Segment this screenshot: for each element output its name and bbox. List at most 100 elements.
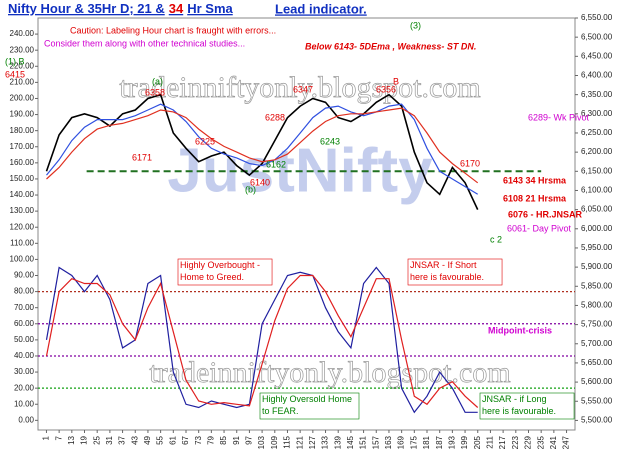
x-tick-label: 151 [359,435,368,449]
annotation: 6162 [266,159,286,169]
y-tick-label: 110.00 [10,238,34,247]
annotation: 6225 [195,136,215,146]
y2-tick-label: 5,850.00 [581,281,613,290]
annotation: (b) [245,184,256,194]
y-tick-label: 60.00 [14,319,35,328]
y-tick-label: 180.00 [10,126,35,135]
x-tick-label: 25 [92,435,101,444]
annotation: 6415 [5,69,25,79]
y2-tick-label: 5,700.00 [581,339,613,348]
y-tick-label: 100.00 [10,255,35,264]
y2-tick-label: 6,200.00 [581,147,613,156]
x-tick-label: 67 [181,435,190,444]
title-part: Hr Sma [187,1,233,16]
x-tick-label: 223 [511,435,520,449]
x-tick-label: 229 [524,435,533,449]
annotation: 6171 [132,152,152,162]
y-tick-label: 70.00 [14,303,35,312]
annotation-line: Home to Greed. [180,272,244,282]
annotation-line: to FEAR. [262,406,299,416]
annotation: B [393,76,399,86]
y-tick-label: 170.00 [10,142,35,151]
y2-tick-label: 6,500.00 [581,32,613,41]
y2-tick-label: 6,100.00 [581,186,613,195]
annotation: 6108 21 Hrsma [503,193,567,203]
y-tick-label: 40.00 [14,351,35,360]
annotation: Caution: Labeling Hour chart is fraught … [70,25,276,35]
y-tick-label: 140.00 [10,190,35,199]
y-tick-label: 210.00 [10,77,35,86]
x-tick-label: 103 [257,435,266,449]
y-tick-label: 0.00 [18,415,34,424]
x-tick-label: 61 [168,435,177,444]
annotation-line: JNSAR - if Long [482,394,547,404]
x-tick-label: 199 [460,435,469,449]
y-tick-label: 10.00 [14,399,35,408]
x-tick-label: 73 [194,435,203,444]
x-tick-label: 133 [321,435,330,449]
annotation: 6288 [265,112,285,122]
x-tick-label: 43 [130,435,139,444]
y2-tick-label: 5,550.00 [581,396,613,405]
series-line [46,103,479,195]
x-tick-label: 91 [232,435,241,444]
annotation-box [259,392,360,420]
x-tick-label: 139 [333,435,342,449]
annotation: 6356 [376,84,396,94]
x-tick-label: 115 [283,435,292,448]
annotation-line: JNSAR - If Short [410,260,477,270]
x-tick-label: 235 [536,435,545,449]
x-tick-label: 1 [42,435,51,440]
title-part: Nifty Hour & 35Hr D; 21 & [8,1,165,16]
y2-tick-label: 5,950.00 [581,243,613,252]
x-tick-label: 121 [295,435,304,449]
y-tick-label: 120.00 [10,222,35,231]
x-tick-label: 31 [105,435,114,444]
y-tick-label: 200.00 [10,94,35,103]
annotation: Highly Overbought - Home to Greed. [180,260,260,282]
annotation-line: here is favourable. [410,272,484,282]
x-tick-label: 127 [308,435,317,449]
annotation: (3) [410,20,421,30]
x-tick-label: 49 [143,435,152,444]
y-tick-label: 220.00 [10,61,35,70]
y2-tick-label: 6,150.00 [581,166,613,175]
x-tick-label: 247 [562,435,571,449]
annotation: 6076 - HR.JNSAR [508,209,583,219]
y2-tick-label: 6,000.00 [581,224,613,233]
chart-subtitle: Lead indicator. [275,1,367,16]
y2-tick-label: 5,600.00 [581,377,613,386]
series-line [45,266,478,414]
x-tick-label: 217 [498,435,507,449]
y2-tick-label: 6,400.00 [581,71,613,80]
x-tick-label: 193 [447,435,456,449]
chart-title: Nifty Hour & 35Hr D; 21 & 34 Hr Sma [8,1,234,16]
y-tick-label: 160.00 [10,158,35,167]
title-part: 34 [169,1,184,16]
annotation-box [407,258,503,286]
annotation: Below 6143- 5DEma , Weakness- ST DN. [305,41,476,51]
y-tick-label: 90.00 [14,271,35,280]
y2-tick-label: 5,900.00 [581,262,613,271]
plot-frame [37,17,576,431]
x-tick-label: 145 [346,435,355,449]
annotation: 6243 [320,136,340,146]
y2-tick-label: 6,350.00 [581,90,613,99]
y2-tick-label: 6,450.00 [581,51,613,60]
y-tick-label: 50.00 [14,335,35,344]
x-tick-label: 55 [156,435,165,444]
series-line [45,93,479,210]
annotation: 6347 [293,84,313,94]
x-tick-label: 181 [422,435,431,449]
x-tick-label: 157 [371,435,380,449]
y-tick-label: 230.00 [10,45,35,54]
y2-tick-label: 5,800.00 [581,301,613,310]
annotation: JNSAR - If Short here is favourable. [410,260,484,282]
annotation: Highly Oversold Home to FEAR. [262,394,352,416]
y-tick-label: 150.00 [10,174,35,183]
y2-tick-label: 6,250.00 [581,128,613,137]
annotation: 6061- Day Pivot [507,223,572,233]
annotation-box [479,392,575,420]
